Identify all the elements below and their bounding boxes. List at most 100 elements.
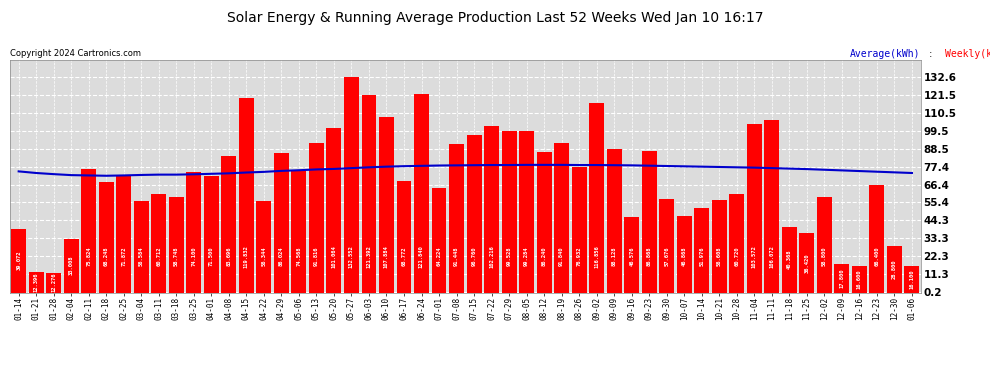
Bar <box>466 135 481 292</box>
Text: 58.748: 58.748 <box>174 247 179 267</box>
Bar <box>47 273 61 292</box>
Text: 56.344: 56.344 <box>261 247 266 267</box>
Bar <box>502 130 517 292</box>
Text: 68.772: 68.772 <box>402 247 407 267</box>
Bar <box>659 199 674 292</box>
Bar <box>799 233 815 292</box>
Text: Average(kWh): Average(kWh) <box>850 49 921 59</box>
Text: :: : <box>926 49 936 59</box>
Text: 101.064: 101.064 <box>332 245 337 268</box>
Text: 74.100: 74.100 <box>191 247 196 267</box>
Text: 36.420: 36.420 <box>804 253 810 273</box>
Text: 86.868: 86.868 <box>646 247 651 267</box>
Text: 99.284: 99.284 <box>524 247 529 267</box>
Bar <box>554 143 569 292</box>
Text: 106.072: 106.072 <box>769 245 774 268</box>
Bar <box>361 95 376 292</box>
Text: 71.500: 71.500 <box>209 247 214 267</box>
Text: 33.008: 33.008 <box>68 256 73 275</box>
Bar <box>169 197 184 292</box>
Text: 16.600: 16.600 <box>857 269 862 289</box>
Text: 12.396: 12.396 <box>34 273 39 292</box>
Bar <box>81 169 96 292</box>
Text: 86.024: 86.024 <box>279 247 284 267</box>
Bar <box>397 181 412 292</box>
Bar <box>29 272 44 292</box>
Bar <box>309 143 324 292</box>
Text: 51.976: 51.976 <box>699 247 704 267</box>
Bar <box>239 98 253 292</box>
Text: 17.800: 17.800 <box>840 268 844 288</box>
Bar <box>291 171 306 292</box>
Bar <box>186 172 201 292</box>
Bar <box>327 128 342 292</box>
Text: 96.760: 96.760 <box>471 247 476 267</box>
Bar <box>537 152 551 292</box>
Text: 91.448: 91.448 <box>454 247 459 267</box>
Bar <box>782 227 797 292</box>
Text: 76.932: 76.932 <box>576 247 582 267</box>
Text: 91.816: 91.816 <box>314 247 319 267</box>
Bar <box>589 102 604 292</box>
Bar <box>134 201 148 292</box>
Bar <box>379 117 394 292</box>
Bar <box>905 266 920 292</box>
Bar <box>887 246 902 292</box>
Bar <box>712 201 727 292</box>
Bar <box>835 264 849 292</box>
Text: 75.824: 75.824 <box>86 247 91 267</box>
Text: 74.568: 74.568 <box>296 247 301 267</box>
Bar <box>151 194 166 292</box>
Text: 132.552: 132.552 <box>348 245 354 268</box>
Text: 39.072: 39.072 <box>16 251 21 270</box>
Text: 68.248: 68.248 <box>104 247 109 267</box>
Text: Solar Energy & Running Average Production Last 52 Weeks Wed Jan 10 16:17: Solar Energy & Running Average Productio… <box>227 11 763 25</box>
Text: 60.712: 60.712 <box>156 247 161 267</box>
Bar <box>571 167 587 292</box>
Bar <box>746 124 761 292</box>
Bar <box>730 194 744 292</box>
Text: 56.584: 56.584 <box>139 247 144 267</box>
Bar <box>625 217 640 292</box>
Bar <box>607 149 622 292</box>
Text: 28.800: 28.800 <box>892 260 897 279</box>
Bar <box>274 153 289 292</box>
Bar <box>344 77 359 292</box>
Text: 121.392: 121.392 <box>366 245 371 268</box>
Bar <box>63 239 78 292</box>
Bar <box>116 176 132 292</box>
Bar <box>677 216 692 292</box>
Bar <box>222 156 237 292</box>
Text: 16.100: 16.100 <box>910 270 915 289</box>
Bar <box>519 131 534 292</box>
Bar <box>99 182 114 292</box>
Bar <box>432 188 446 292</box>
Bar <box>11 229 26 292</box>
Text: 64.224: 64.224 <box>437 247 442 267</box>
Text: 83.696: 83.696 <box>227 247 232 267</box>
Text: 86.240: 86.240 <box>542 247 546 267</box>
Text: 102.216: 102.216 <box>489 245 494 268</box>
Text: 60.720: 60.720 <box>735 247 740 267</box>
Text: 116.856: 116.856 <box>594 245 599 268</box>
Bar <box>449 144 464 292</box>
Text: 12.276: 12.276 <box>51 273 56 292</box>
Bar <box>642 151 656 292</box>
Text: 91.840: 91.840 <box>559 247 564 267</box>
Bar <box>484 126 499 292</box>
Text: 103.572: 103.572 <box>751 245 756 268</box>
Text: 46.576: 46.576 <box>630 247 635 267</box>
Text: 107.884: 107.884 <box>384 245 389 268</box>
Text: 88.128: 88.128 <box>612 247 617 267</box>
Bar <box>869 184 884 292</box>
Text: 99.528: 99.528 <box>507 247 512 267</box>
Text: 56.608: 56.608 <box>717 247 722 267</box>
Bar <box>694 208 709 292</box>
Text: 71.872: 71.872 <box>121 247 127 267</box>
Bar <box>414 94 429 292</box>
Bar <box>204 176 219 292</box>
Text: 121.840: 121.840 <box>419 245 424 268</box>
Text: 40.368: 40.368 <box>787 250 792 269</box>
Text: 58.800: 58.800 <box>822 247 827 267</box>
Text: 57.676: 57.676 <box>664 247 669 267</box>
